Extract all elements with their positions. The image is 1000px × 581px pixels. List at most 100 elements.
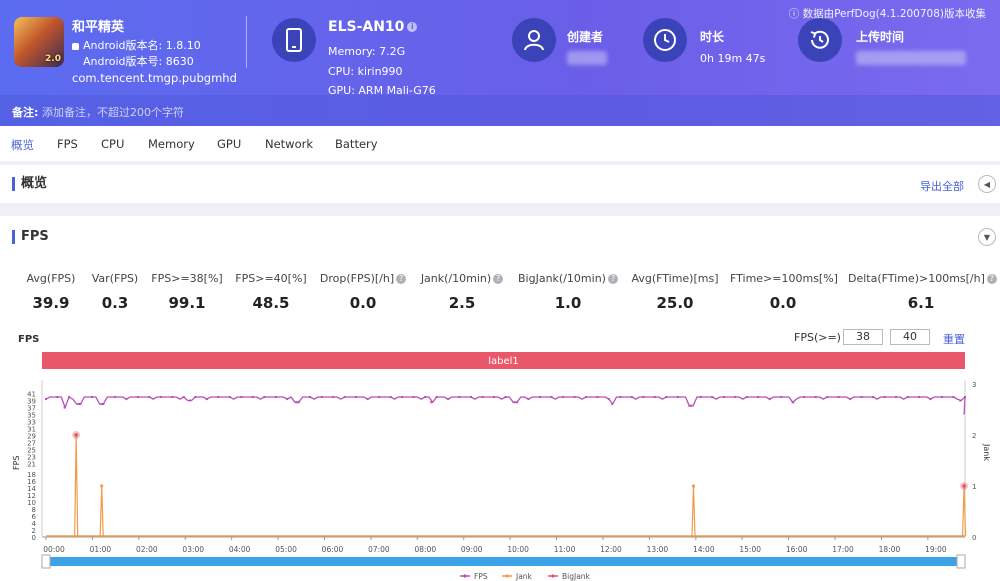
fps-point bbox=[286, 398, 289, 401]
fps-point bbox=[688, 404, 691, 407]
fps-dip-point bbox=[63, 406, 66, 409]
y-tick-label: 8 bbox=[32, 506, 36, 514]
help-icon[interactable]: ? bbox=[607, 274, 618, 284]
y-tick-label: 35 bbox=[27, 412, 36, 420]
reset-button[interactable]: 重置 bbox=[943, 333, 965, 346]
package-name: com.tencent.tmgp.pubgmhd bbox=[72, 71, 237, 85]
fps-point bbox=[883, 396, 886, 398]
y-tick-label: 23 bbox=[27, 454, 36, 462]
remark-input[interactable]: 添加备注，不超过200个字符 bbox=[42, 106, 184, 119]
bigjank-point bbox=[74, 433, 78, 437]
help-icon[interactable]: ? bbox=[396, 274, 407, 284]
app-name: 和平精英 bbox=[72, 20, 125, 35]
fps-point bbox=[699, 396, 702, 398]
fps-series-line bbox=[45, 395, 966, 415]
upload-time-redacted bbox=[856, 51, 966, 65]
legend-item[interactable]: BigJank bbox=[562, 572, 591, 581]
tab-battery[interactable]: Battery bbox=[335, 137, 378, 151]
fps-point bbox=[757, 396, 760, 398]
y2-tick-label: 0 bbox=[972, 534, 976, 542]
y-tick-label: 14 bbox=[27, 485, 36, 493]
upload-time-label: 上传时间 bbox=[856, 30, 905, 44]
fps-dip-point bbox=[792, 401, 795, 404]
fps-point bbox=[355, 396, 358, 398]
fps-point bbox=[481, 396, 484, 398]
fps-point bbox=[470, 396, 473, 398]
y-tick-label: 37 bbox=[27, 405, 36, 413]
fps-point bbox=[67, 396, 70, 398]
jank-point bbox=[100, 484, 104, 488]
zoom-slider[interactable] bbox=[42, 557, 965, 566]
remark-bar[interactable] bbox=[0, 95, 1000, 126]
fps-section-title: FPS bbox=[12, 230, 49, 244]
legend-item[interactable]: Jank bbox=[515, 572, 533, 581]
fps-point bbox=[814, 396, 817, 398]
jank-point bbox=[691, 484, 696, 488]
tab-fps[interactable]: FPS bbox=[57, 137, 78, 151]
fps-point bbox=[447, 398, 450, 401]
legend-item[interactable]: FPS bbox=[474, 572, 488, 581]
fps-dip-point bbox=[611, 403, 614, 405]
fps-point bbox=[929, 398, 932, 401]
fps-point bbox=[159, 396, 162, 398]
fps-point bbox=[90, 396, 93, 398]
fps-point bbox=[136, 396, 139, 398]
y2-axis-label: Jank bbox=[982, 443, 991, 461]
app-icon-badge: 2.0 bbox=[45, 54, 61, 64]
fps-point bbox=[194, 396, 197, 398]
jank-spike bbox=[74, 434, 79, 537]
overview-title: 概览 bbox=[12, 177, 47, 191]
y-axis-label: FPS bbox=[12, 455, 21, 470]
device-memory: Memory: 7.2G bbox=[328, 45, 406, 58]
export-all-button[interactable]: 导出全部 bbox=[920, 180, 964, 193]
fps-point bbox=[148, 396, 151, 398]
fps-point bbox=[113, 396, 116, 398]
collapse-left-icon[interactable]: ◀ bbox=[978, 175, 996, 193]
stat-fps-40: FPS>=40[%] 48.5 bbox=[235, 272, 307, 312]
fps-point bbox=[309, 396, 312, 398]
fps-threshold-input-1[interactable]: 38 bbox=[843, 329, 883, 345]
x-tick-label: 17:00 bbox=[832, 545, 854, 554]
stat-avg-fps: Avg(FPS) 39.9 bbox=[26, 272, 76, 312]
fps-point bbox=[676, 396, 679, 398]
chevron-down-icon[interactable]: ▼ bbox=[978, 228, 996, 246]
fps-point bbox=[378, 396, 381, 398]
help-icon[interactable]: ? bbox=[986, 274, 997, 284]
y-tick-label: 12 bbox=[27, 492, 36, 500]
fps-point bbox=[240, 396, 243, 398]
fps-point bbox=[745, 396, 748, 398]
tab-network[interactable]: Network bbox=[265, 137, 314, 151]
jank-spike bbox=[99, 485, 104, 537]
stat-jank: Jank(/10min)? 2.5 bbox=[418, 272, 506, 312]
fps-dip-point bbox=[100, 403, 103, 405]
bigjank-point bbox=[962, 484, 966, 488]
tab-bar: 概览 FPS CPU Memory GPU Network Battery bbox=[0, 126, 1000, 161]
fps-point bbox=[538, 396, 541, 398]
tab-gpu[interactable]: GPU bbox=[217, 137, 242, 151]
x-tick-label: 16:00 bbox=[786, 545, 808, 554]
stat-ftime-100: FTime>=100ms[%] 0.0 bbox=[730, 272, 838, 312]
tab-memory[interactable]: Memory bbox=[148, 137, 195, 151]
tab-cpu[interactable]: CPU bbox=[101, 137, 125, 151]
fps-dip-point bbox=[513, 401, 516, 404]
tab-overview[interactable]: 概览 bbox=[11, 138, 34, 152]
stat-fps-38: FPS>=38[%] 99.1 bbox=[151, 272, 223, 312]
fps-threshold-input-2[interactable]: 40 bbox=[890, 329, 930, 345]
fps-point bbox=[722, 396, 725, 398]
fps-point bbox=[435, 396, 438, 398]
y2-tick-label: 1 bbox=[972, 483, 976, 491]
fps-threshold-label: FPS(>=) bbox=[794, 331, 841, 344]
y-tick-label: 25 bbox=[27, 447, 36, 455]
x-tick-label: 03:00 bbox=[182, 545, 204, 554]
y-tick-label: 27 bbox=[27, 440, 36, 448]
zoom-handle-left[interactable] bbox=[41, 554, 51, 569]
zoom-handle-right[interactable] bbox=[956, 554, 966, 569]
y-tick-label: 6 bbox=[32, 513, 37, 521]
info-icon[interactable]: i bbox=[407, 22, 418, 32]
fps-point bbox=[45, 398, 47, 401]
help-icon[interactable]: ? bbox=[493, 274, 504, 284]
x-tick-label: 04:00 bbox=[229, 545, 251, 554]
fps-point bbox=[837, 396, 840, 398]
fps-point bbox=[56, 396, 59, 398]
